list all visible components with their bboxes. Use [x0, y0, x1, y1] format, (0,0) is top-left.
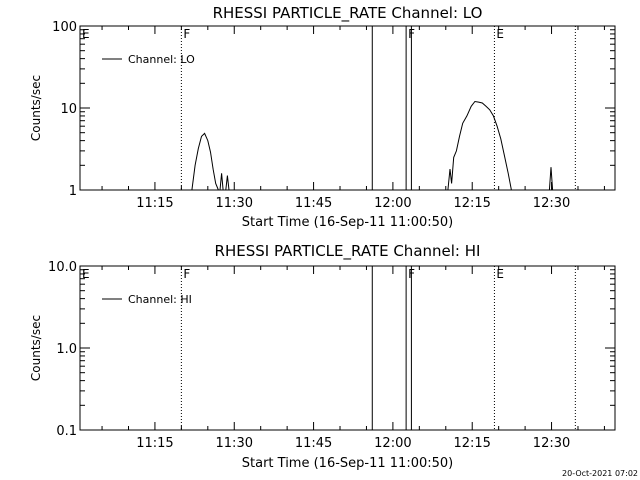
y-tick-label: 10.0 [48, 260, 77, 275]
event-marker-label: F [183, 27, 190, 41]
series-line [447, 100, 512, 191]
x-tick-label: 12:30 [533, 436, 570, 451]
x-tick-label: 11:45 [295, 196, 332, 211]
chart-title: RHESSI PARTICLE_RATE Channel: HI [215, 242, 481, 261]
event-marker-label: E [496, 267, 504, 281]
event-marker-label: E [82, 267, 90, 281]
event-marker-label: E [82, 27, 90, 41]
y-axis-label: Counts/sec [29, 75, 43, 141]
x-tick-label: 12:15 [453, 436, 490, 451]
x-tick-label: 11:30 [216, 436, 253, 451]
x-tick-label: 11:15 [136, 196, 173, 211]
plot-frame [79, 25, 616, 191]
x-tick-label: 12:30 [533, 196, 570, 211]
series-line [219, 173, 224, 191]
y-tick-label: 100 [52, 20, 77, 35]
y-tick-label: 1.0 [56, 342, 77, 357]
y-tick-label: 0.1 [56, 424, 77, 439]
x-tick-label: 11:30 [216, 196, 253, 211]
legend-label: Channel: HI [128, 293, 192, 306]
y-tick-label: 1 [69, 184, 77, 199]
series-line [225, 175, 230, 191]
legend-label: Channel: LO [128, 53, 195, 66]
event-marker-label: F [183, 267, 190, 281]
y-axis-label: Counts/sec [29, 315, 43, 381]
x-tick-label: 12:15 [453, 196, 490, 211]
plot-frame [79, 265, 616, 431]
x-axis-label: Start Time (16-Sep-11 11:00:50) [242, 215, 453, 230]
x-axis-label: Start Time (16-Sep-11 11:00:50) [242, 456, 453, 471]
series-line [548, 167, 554, 191]
timestamp-label: 20-Oct-2021 07:02 [562, 469, 638, 478]
x-tick-label: 11:15 [136, 436, 173, 451]
x-tick-label: 12:00 [374, 436, 411, 451]
y-tick-label: 10 [60, 102, 77, 117]
chart-title: RHESSI PARTICLE_RATE Channel: LO [213, 4, 483, 23]
series-line [191, 132, 219, 191]
x-tick-label: 11:45 [295, 436, 332, 451]
x-tick-label: 12:00 [374, 196, 411, 211]
event-marker-label: E [496, 27, 504, 41]
